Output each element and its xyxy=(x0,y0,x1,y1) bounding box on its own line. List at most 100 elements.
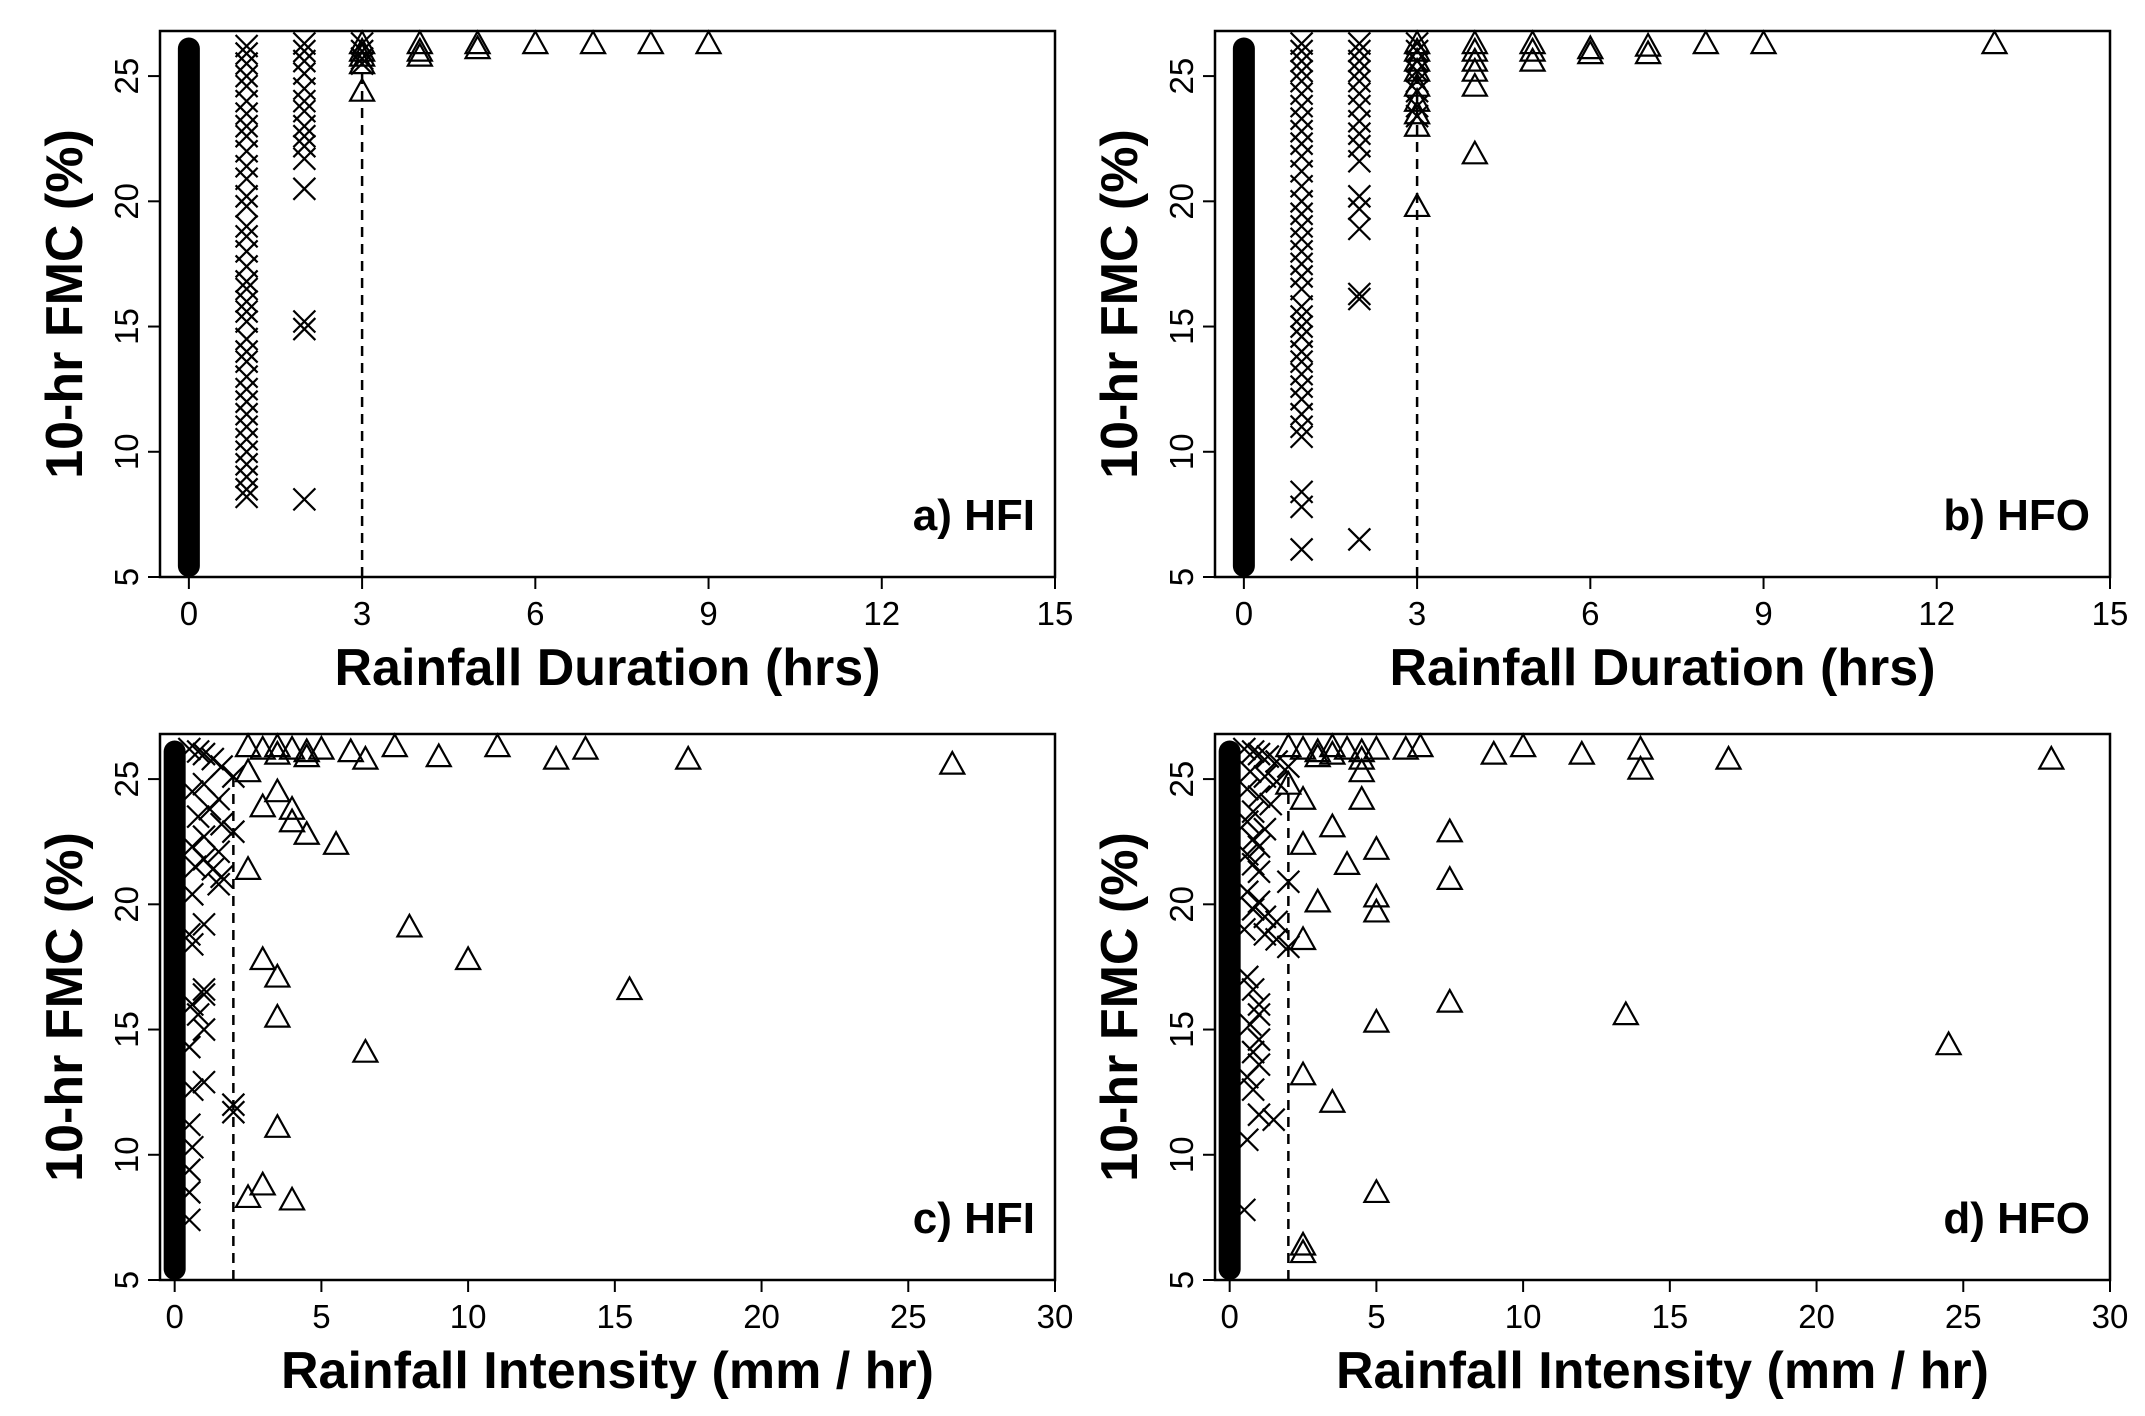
y-axis-title: 10-hr FMC (%) xyxy=(36,129,94,479)
cross-point xyxy=(1264,749,1289,774)
cross-point xyxy=(1289,537,1314,562)
cross-point xyxy=(234,154,259,179)
triangle-point xyxy=(636,29,665,55)
cross-point xyxy=(292,39,317,63)
triangle-point xyxy=(2037,744,2066,770)
y-tick-label: 15 xyxy=(1163,1011,1200,1048)
cross-point xyxy=(1289,414,1314,439)
cross-point xyxy=(1347,39,1372,63)
triangle-point xyxy=(248,734,277,760)
triangle-point xyxy=(1347,744,1376,770)
triangle-point xyxy=(521,29,550,55)
triangle-point xyxy=(424,742,453,768)
triangle-point xyxy=(248,1170,277,1196)
triangle-point xyxy=(1289,1230,1317,1256)
cross-point xyxy=(1253,905,1277,929)
x-axis-title: Rainfall Duration (hrs) xyxy=(1389,639,1935,697)
cross-point xyxy=(180,1135,205,1160)
cross-point xyxy=(221,764,246,789)
cross-point xyxy=(1289,264,1314,289)
panel-a: 0 3 6 9 12 15 5 10 15 20 25 Rainfall Duration (hrs)… xyxy=(36,29,1073,697)
cross-point xyxy=(186,739,210,764)
cross-point xyxy=(1289,374,1314,399)
triangle-point xyxy=(1289,1238,1317,1264)
triangle-point xyxy=(263,739,292,765)
cross-point xyxy=(1347,184,1372,209)
triangle-point xyxy=(1289,734,1317,760)
plot-frame xyxy=(158,29,1057,579)
x-tick-label: 30 xyxy=(1037,1298,1074,1335)
triangle-point xyxy=(1934,1030,1963,1056)
triangle-point xyxy=(1362,1007,1391,1033)
y-tick-label: 5 xyxy=(108,568,145,586)
x-tick-label: 5 xyxy=(312,1298,330,1335)
cross-point xyxy=(1247,784,1271,809)
cross-point xyxy=(292,146,317,171)
triangle-point xyxy=(694,29,723,55)
cross-point xyxy=(234,41,259,66)
cross-point xyxy=(1261,1107,1286,1132)
cross-point xyxy=(234,452,259,477)
cross-point xyxy=(1347,197,1372,221)
y-tick-label: 15 xyxy=(108,1011,145,1048)
cross-point xyxy=(1253,817,1277,841)
cross-point xyxy=(1241,1077,1265,1102)
triangle-point xyxy=(348,49,376,75)
cross-point xyxy=(234,89,259,113)
x-tick-label: 25 xyxy=(890,1298,927,1335)
panel-c: 0 5 10 15 20 25 30 5 10 15 20 25 Rainfall Intensity … xyxy=(36,732,1074,1400)
x-tick-label: 5 xyxy=(1367,1298,1385,1335)
triangle-point xyxy=(1289,829,1317,855)
cross-point xyxy=(1347,121,1372,146)
y-tick-label: 25 xyxy=(1163,761,1200,798)
cross-point xyxy=(1347,59,1372,83)
triangle-point xyxy=(1303,887,1332,913)
cross-point xyxy=(1264,927,1289,952)
cross-point xyxy=(292,317,317,341)
cross-point xyxy=(1247,742,1271,766)
cross-point xyxy=(1289,119,1314,143)
cross-point xyxy=(177,1208,202,1232)
cross-point xyxy=(1347,287,1372,311)
panel-d: 0 5 10 15 20 25 30 5 10 15 20 25 Rainfall Intensity … xyxy=(1091,732,2129,1400)
cross-point xyxy=(180,882,205,907)
triangle-point xyxy=(292,819,321,845)
cross-point xyxy=(1247,834,1271,859)
cross-point xyxy=(292,49,317,73)
cross-point xyxy=(292,114,317,138)
cross-point xyxy=(206,872,231,897)
cross-point xyxy=(1347,49,1372,73)
triangle-point xyxy=(278,1185,306,1211)
cross-point xyxy=(234,277,259,301)
triangle-point xyxy=(1362,882,1391,908)
triangle-point xyxy=(1435,987,1464,1013)
x-tick-label: 0 xyxy=(180,595,198,632)
triangle-point xyxy=(542,744,571,770)
triangle-point xyxy=(1518,46,1547,72)
y-tick-label: 25 xyxy=(1163,58,1200,95)
triangle-point xyxy=(1274,732,1303,758)
triangle-point xyxy=(1347,784,1376,810)
cross-point xyxy=(1289,314,1314,339)
cross-point xyxy=(192,1017,216,1042)
cross-point xyxy=(234,485,259,509)
cross-point xyxy=(234,309,259,334)
triangle-point xyxy=(1403,29,1431,55)
cross-point xyxy=(1289,424,1314,449)
cross-point xyxy=(1264,769,1289,794)
cross-point xyxy=(1247,992,1271,1017)
cross-point xyxy=(1289,277,1314,301)
cross-point xyxy=(192,1070,216,1094)
y-tick-label: 10 xyxy=(1163,433,1200,470)
cross-point xyxy=(206,839,231,864)
triangle-point xyxy=(278,794,306,820)
panel-label: a) HFI xyxy=(913,491,1035,540)
cross-point xyxy=(234,299,259,324)
triangle-point xyxy=(1460,71,1489,97)
x-tick-label: 30 xyxy=(2092,1298,2129,1335)
cross-point xyxy=(234,214,259,239)
cross-point xyxy=(177,737,202,761)
cross-point xyxy=(234,51,259,76)
triangle-point xyxy=(234,732,262,758)
x-tick-label: 0 xyxy=(1220,1298,1238,1335)
